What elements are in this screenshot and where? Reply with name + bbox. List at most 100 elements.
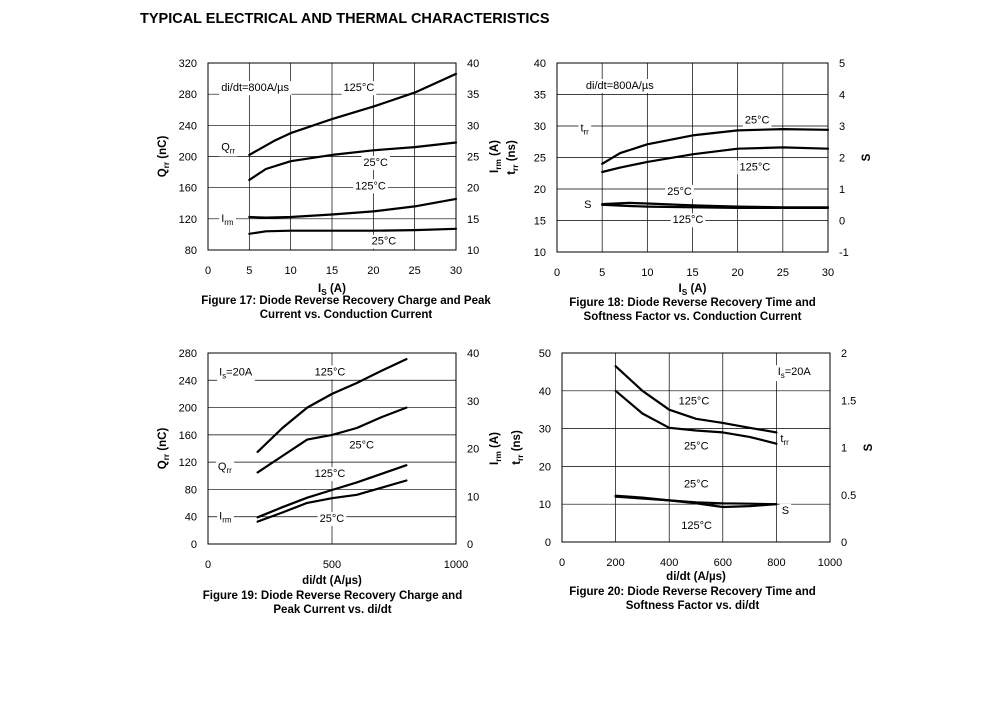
y2-tick-label: 0 — [841, 537, 847, 549]
annotation-label: di/dt=800A/µs — [221, 82, 289, 94]
annotation-bg — [681, 477, 711, 492]
y-tick-label: 40 — [185, 512, 197, 524]
annotation-bg — [676, 394, 712, 409]
plot-frame — [207, 352, 457, 545]
y2-tick-label: 10 — [467, 245, 479, 257]
series-line-3 — [248, 197, 458, 219]
y2-axis-title: S — [863, 443, 875, 451]
y-tick-label: 0 — [191, 539, 197, 551]
y-tick-label: 240 — [179, 375, 197, 387]
annotation-label: 25°C — [363, 157, 388, 169]
y-tick-label: 10 — [534, 247, 546, 259]
annotation-label: Irm — [219, 510, 232, 524]
annotation-bg — [347, 438, 376, 453]
y-tick-label: 160 — [179, 430, 197, 442]
annotation-label: Qrr — [218, 461, 232, 475]
x-tick-label: 10 — [285, 265, 297, 277]
x-tick-label: 25 — [777, 267, 789, 279]
plot-frame — [207, 62, 457, 251]
plot-frame — [556, 62, 829, 253]
x-tick-label: 10 — [641, 267, 653, 279]
x-tick-label: 600 — [714, 557, 732, 569]
x-axis-title: IS (A) — [318, 283, 346, 297]
y2-tick-label: 5 — [839, 58, 845, 70]
x-axis-title: IS (A) — [679, 283, 707, 297]
figure-20-caption: Figure 20: Diode Reverse Recovery Time a… — [540, 585, 845, 613]
series-line-2 — [614, 389, 778, 445]
y-tick-label: 200 — [179, 152, 197, 164]
y-axis-title: Qrr (nC) — [157, 428, 171, 470]
caption-line: Figure 19: Diode Reverse Recovery Charge… — [202, 590, 463, 602]
x-tick-label: 20 — [367, 265, 379, 277]
y-tick-label: 30 — [539, 424, 551, 436]
annotation-label: Irm — [221, 213, 234, 227]
annotation-label: 125°C — [673, 214, 704, 226]
y-tick-label: 80 — [185, 484, 197, 496]
annotation-bg — [578, 121, 592, 138]
y-tick-label: 0 — [545, 537, 551, 549]
y2-tick-label: 30 — [467, 120, 479, 132]
x-tick-label: 500 — [323, 559, 341, 571]
y2-tick-label: 1 — [839, 184, 845, 196]
y-axis-title: Qrr (nC) — [157, 136, 171, 178]
y-tick-label: 20 — [534, 184, 546, 196]
y-tick-label: 10 — [539, 499, 551, 511]
figure-17-caption: Figure 17: Diode Reverse Recovery Charge… — [180, 294, 512, 322]
annotation-label: 25°C — [684, 441, 709, 453]
series-line-4 — [248, 227, 458, 235]
annotation-bg — [665, 184, 694, 199]
y-tick-label: 35 — [534, 90, 546, 102]
annotation-bg — [779, 503, 792, 518]
y2-tick-label: 0 — [467, 539, 473, 551]
y2-tick-label: 30 — [467, 396, 479, 408]
annotation-label: 125°C — [315, 366, 346, 378]
x-tick-label: 0 — [205, 559, 211, 571]
series-line-4 — [614, 494, 778, 509]
x-tick-label: 20 — [732, 267, 744, 279]
figure-18-caption: Figure 18: Diode Reverse Recovery Time a… — [540, 296, 845, 324]
y2-axis-title: Irm (A) — [489, 140, 503, 173]
annotation-bg — [219, 81, 292, 96]
annotation-label: di/dt=800A/µs — [586, 80, 654, 92]
x-tick-label: 200 — [606, 557, 624, 569]
caption-line: Current vs. Conduction Current — [259, 309, 433, 321]
x-tick-label: 0 — [205, 265, 211, 277]
annotation-bg — [583, 79, 657, 94]
annotation-label: Is=20A — [778, 366, 812, 380]
chart-19: 0 40 80 120 160 200 240 280 0 10 20 30 40 0 500 1000 di/… — [157, 348, 503, 587]
annotation-bg — [353, 179, 388, 194]
series-line-4 — [256, 479, 408, 523]
y-tick-label: 200 — [179, 403, 197, 415]
annotation-bg — [217, 509, 234, 526]
y2-tick-label: 0.5 — [841, 490, 856, 502]
x-tick-label: 15 — [326, 265, 338, 277]
annotation-bg — [775, 365, 814, 382]
annotation-label: 125°C — [679, 395, 710, 407]
annotation-label: Is=20A — [219, 366, 253, 380]
y-tick-label: 120 — [179, 214, 197, 226]
y-tick-label: 120 — [179, 457, 197, 469]
series-line-2 — [248, 141, 458, 181]
y2-tick-label: 2 — [841, 348, 847, 360]
annotation-bg — [219, 212, 236, 229]
x-tick-label: 25 — [409, 265, 421, 277]
annotation-bg — [679, 518, 715, 533]
annotation-label: 25°C — [349, 439, 374, 451]
y-tick-label: 50 — [539, 348, 551, 360]
x-axis-title: di/dt (A/µs) — [666, 571, 726, 583]
y-tick-label: 280 — [179, 348, 197, 360]
y2-tick-label: 35 — [467, 89, 479, 101]
y2-tick-label: -1 — [839, 247, 849, 259]
y2-tick-label: 4 — [839, 90, 845, 102]
y2-tick-label: 20 — [467, 444, 479, 456]
annotation-label: S — [584, 199, 591, 211]
series-line-2 — [601, 146, 830, 174]
y2-tick-label: 10 — [467, 491, 479, 503]
caption-line: Figure 17: Diode Reverse Recovery Charge… — [201, 295, 491, 307]
y-tick-label: 320 — [179, 58, 197, 70]
annotation-label: 125°C — [739, 161, 770, 173]
y2-tick-label: 40 — [467, 348, 479, 360]
annotation-bg — [317, 512, 347, 527]
